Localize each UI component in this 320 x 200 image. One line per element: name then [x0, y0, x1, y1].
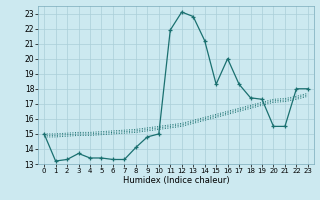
X-axis label: Humidex (Indice chaleur): Humidex (Indice chaleur): [123, 176, 229, 185]
